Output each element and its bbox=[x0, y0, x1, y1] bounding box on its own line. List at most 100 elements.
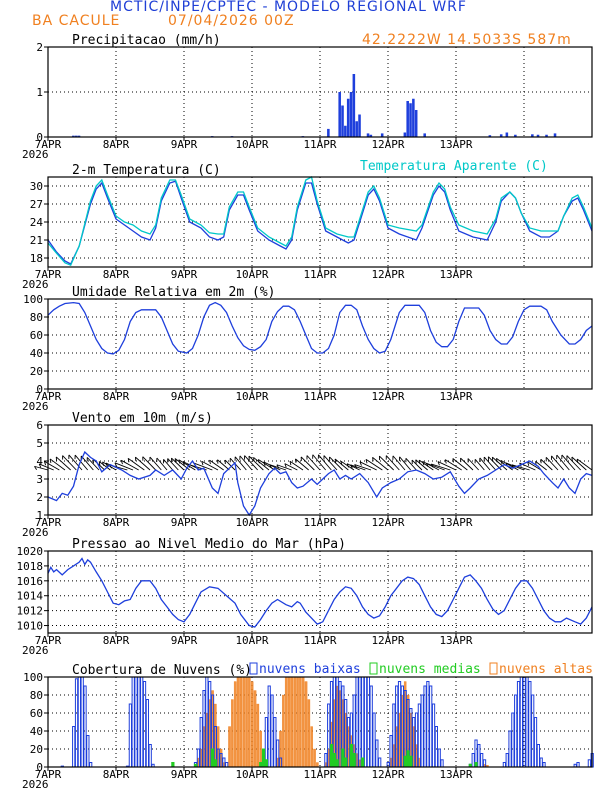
cloud-bar bbox=[256, 703, 260, 768]
cloud-bar bbox=[516, 681, 521, 768]
pressure-ytick-label: 1018 bbox=[17, 560, 44, 573]
wind-barb-head bbox=[437, 461, 440, 466]
coordinates-label: 42.2222W 14.5033S 587m bbox=[362, 32, 572, 48]
wind-barb-head bbox=[263, 461, 266, 466]
wind-barb-head bbox=[43, 461, 47, 466]
precip-bar bbox=[358, 114, 361, 137]
clouds-ytick-label: 0 bbox=[36, 761, 43, 774]
rh-title: Umidade Relativa em 2m (%) bbox=[72, 285, 276, 300]
wind-barb bbox=[149, 456, 162, 471]
wind-barb bbox=[385, 455, 400, 471]
wind-barb-head bbox=[174, 458, 177, 463]
clouds-ytick-label: 60 bbox=[30, 707, 43, 720]
precip-year-label: 2026 bbox=[22, 148, 49, 161]
wind-barb bbox=[545, 457, 559, 471]
rh-xtick-label: 10APR bbox=[235, 390, 268, 403]
temp-xtick-label: 13APR bbox=[439, 268, 472, 281]
wind-barb bbox=[329, 456, 343, 471]
wind-barb bbox=[171, 457, 185, 471]
cloud-bar bbox=[423, 685, 427, 768]
cloud-bar bbox=[282, 694, 285, 768]
cloud-bar bbox=[528, 681, 532, 768]
cloud-bar bbox=[284, 676, 288, 768]
precip-bar bbox=[77, 135, 81, 137]
cloud-bar bbox=[525, 676, 529, 768]
pressure-ytick-label: 1010 bbox=[17, 620, 44, 633]
precip-bar bbox=[72, 135, 75, 137]
rh-year-label: 2026 bbox=[22, 400, 49, 413]
wind-barb bbox=[39, 463, 54, 471]
cloud-legend-swatch bbox=[489, 662, 498, 675]
cloud-bar bbox=[341, 748, 345, 768]
cloud-bar bbox=[386, 762, 390, 768]
cloud-bar bbox=[74, 678, 79, 768]
wind-barb bbox=[74, 454, 89, 471]
wind-barb-head bbox=[289, 461, 292, 466]
pressure-xtick-label: 9APR bbox=[171, 634, 198, 647]
wind-barb bbox=[300, 456, 315, 471]
temp-ytick-label: 18 bbox=[30, 252, 43, 265]
cloud-bar bbox=[358, 676, 362, 768]
cloud-bar bbox=[72, 726, 76, 768]
cloud-bar bbox=[420, 694, 424, 768]
wind-barb bbox=[142, 456, 156, 471]
clouds-xtick-label: 13APR bbox=[439, 768, 472, 781]
wind-barb bbox=[98, 461, 111, 471]
precip-bar bbox=[514, 134, 517, 137]
wind-barb bbox=[372, 457, 389, 471]
wind-barb-head bbox=[426, 463, 429, 468]
wind-barb bbox=[474, 459, 485, 471]
cloud-bar bbox=[171, 762, 175, 768]
wind-barb bbox=[392, 455, 406, 471]
wind-barb bbox=[121, 459, 139, 471]
precip-bar bbox=[488, 135, 492, 137]
wind-barb-head bbox=[178, 459, 181, 464]
precip-bar bbox=[403, 132, 407, 137]
temp-ytick-label: 27 bbox=[30, 198, 43, 211]
temp-title: 2-m Temperatura (C) bbox=[72, 163, 221, 178]
wind-barb bbox=[365, 458, 383, 471]
pressure-ytick-label: 1012 bbox=[17, 605, 44, 618]
wind-ytick-label: 4 bbox=[36, 455, 43, 468]
run-date-label: 07/04/2026 00Z bbox=[168, 13, 295, 29]
wind-barb bbox=[350, 464, 366, 471]
cloud-bar bbox=[148, 744, 152, 768]
pressure-xtick-label: 11APR bbox=[303, 634, 336, 647]
cloud-bar bbox=[406, 750, 410, 768]
wind-barb-head bbox=[350, 464, 353, 469]
wind-barb bbox=[467, 458, 479, 471]
precip-bar bbox=[531, 134, 534, 137]
wind-barb-head bbox=[340, 461, 343, 466]
wind-barb bbox=[426, 462, 445, 471]
cloud-bar bbox=[225, 762, 229, 768]
wind-series-line bbox=[47, 450, 593, 517]
wind-barb-head bbox=[418, 460, 421, 465]
cloud-bar bbox=[293, 676, 296, 768]
cloud-bar bbox=[134, 676, 138, 768]
wind-barb bbox=[163, 459, 174, 471]
cloud-bar bbox=[310, 726, 313, 768]
wind-barb bbox=[34, 465, 49, 471]
wind-ytick-label: 1 bbox=[36, 509, 43, 522]
wind-barb bbox=[556, 454, 570, 471]
temp-xtick-label: 11APR bbox=[303, 268, 336, 281]
clouds-xtick-label: 9APR bbox=[171, 768, 198, 781]
cloud-bar bbox=[352, 753, 356, 768]
cloud-bar bbox=[236, 676, 240, 768]
wind-barb bbox=[193, 462, 213, 471]
precip-bar bbox=[74, 135, 78, 137]
cloud-legend-label: nuvens baixas bbox=[259, 662, 361, 677]
cloud-bar bbox=[307, 699, 311, 768]
wind-barb bbox=[422, 460, 440, 471]
wind-barb-head bbox=[257, 459, 260, 464]
clouds-xtick-label: 12APR bbox=[371, 768, 404, 781]
wind-barb bbox=[114, 462, 134, 471]
clouds-xtick-label: 8APR bbox=[103, 768, 130, 781]
wind-barb-head bbox=[527, 461, 530, 466]
temp-legend: Temperatura Aparente (C) bbox=[360, 159, 548, 174]
wind-barb-head bbox=[500, 460, 503, 465]
cloud-bar bbox=[344, 757, 348, 768]
wind-barb bbox=[284, 463, 298, 471]
cloud-bar bbox=[403, 755, 407, 768]
